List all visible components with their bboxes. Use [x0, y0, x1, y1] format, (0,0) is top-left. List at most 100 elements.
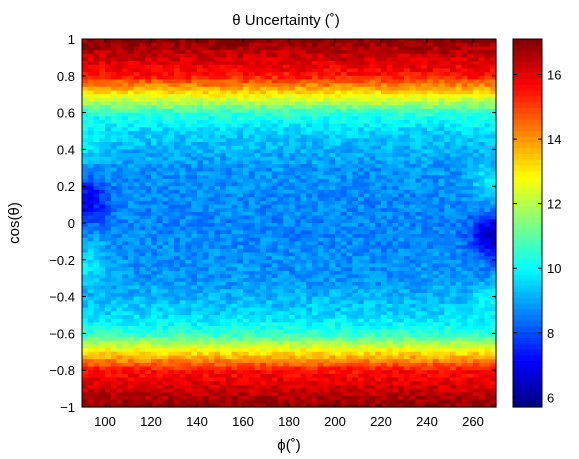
heatmap-cell [363, 127, 371, 132]
heatmap-cell [162, 164, 169, 169]
heatmap-cell [168, 241, 175, 246]
heatmap-cell [438, 178, 445, 184]
heatmap-cell [128, 241, 135, 246]
heatmap-cell [179, 160, 187, 165]
heatmap-cell [289, 164, 296, 169]
heatmap-cell [174, 197, 181, 202]
heatmap-cell [105, 160, 112, 165]
heatmap-cell [404, 252, 411, 257]
heatmap-cell [329, 245, 336, 250]
heatmap-cell [139, 189, 146, 195]
heatmap-cell [312, 182, 319, 187]
heatmap-cell [329, 53, 336, 58]
heatmap-cell [266, 145, 273, 150]
heatmap-cell [225, 164, 233, 169]
heatmap-cell [358, 285, 365, 290]
heatmap-cell [467, 61, 474, 66]
heatmap-cell [346, 42, 353, 47]
heatmap-cell [277, 64, 284, 70]
heatmap-cell [231, 75, 238, 81]
heatmap-cell [260, 94, 267, 99]
heatmap-cell [398, 263, 405, 268]
heatmap-cell [289, 86, 296, 92]
heatmap-cell [312, 83, 319, 88]
heatmap-cell [231, 241, 238, 246]
heatmap-cell [277, 223, 284, 228]
heatmap-cell [202, 138, 210, 143]
heatmap-cell [306, 189, 313, 195]
heatmap-cell [185, 42, 192, 47]
heatmap-cell [139, 263, 146, 268]
heatmap-cell [294, 186, 302, 191]
heatmap-cell [404, 197, 411, 202]
heatmap-cell [162, 112, 169, 117]
heatmap-cell [421, 226, 428, 231]
heatmap-cell [179, 79, 187, 84]
heatmap-cell [490, 186, 497, 191]
heatmap-cell [174, 131, 181, 136]
heatmap-cell [346, 101, 353, 106]
heatmap-cell [128, 186, 135, 191]
heatmap-cell [271, 50, 279, 55]
heatmap-cell [358, 101, 365, 106]
heatmap-cell [162, 83, 169, 88]
heatmap-cell [444, 138, 451, 143]
heatmap-cell [248, 189, 256, 195]
heatmap-cell [450, 270, 457, 276]
heatmap-cell [254, 94, 261, 99]
heatmap-cell [277, 53, 284, 58]
heatmap-cell [484, 215, 491, 220]
heatmap-cell [191, 108, 198, 114]
heatmap-cell [409, 138, 417, 143]
heatmap-cell [467, 101, 474, 106]
heatmap-cell [461, 42, 468, 47]
heatmap-cell [329, 64, 336, 70]
heatmap-cell [312, 149, 319, 154]
heatmap-cell [386, 64, 394, 70]
heatmap-cell [283, 39, 290, 44]
heatmap-cell [214, 197, 221, 202]
heatmap-cell [381, 267, 388, 272]
heatmap-cell [294, 53, 302, 58]
heatmap-cell [312, 75, 319, 81]
heatmap-cell [306, 193, 313, 198]
heatmap-cell [110, 219, 118, 224]
heatmap-cell [82, 234, 89, 239]
heatmap-cell [398, 200, 405, 206]
heatmap-cell [300, 259, 307, 265]
heatmap-cell [168, 116, 175, 121]
heatmap-cell [225, 259, 233, 265]
heatmap-cell [409, 53, 417, 58]
heatmap-cell [151, 156, 158, 162]
heatmap-cell [375, 101, 382, 106]
heatmap-cell [358, 281, 365, 287]
heatmap-cell [197, 256, 204, 261]
heatmap-cell [340, 175, 348, 180]
heatmap-cell [82, 149, 89, 154]
heatmap-cell [363, 153, 371, 158]
heatmap-cell [346, 186, 353, 191]
heatmap-cell [260, 46, 267, 51]
heatmap-cell [329, 116, 336, 121]
heatmap-cell [421, 193, 428, 198]
heatmap-cell [277, 42, 284, 47]
heatmap-cell [128, 142, 135, 147]
heatmap-cell [191, 186, 198, 191]
heatmap-cell [386, 248, 394, 254]
heatmap-cell [93, 219, 100, 224]
heatmap-cell [415, 79, 422, 84]
heatmap-cell [455, 101, 463, 106]
heatmap-cell [323, 156, 330, 162]
heatmap-cell [404, 164, 411, 169]
heatmap-cell [294, 171, 302, 176]
heatmap-cell [473, 108, 480, 114]
heatmap-cell [87, 68, 95, 73]
heatmap-cell [283, 123, 290, 128]
heatmap-cell [404, 230, 411, 235]
heatmap-cell [266, 138, 273, 143]
heatmap-cell [208, 164, 215, 169]
heatmap-cell [248, 101, 256, 106]
heatmap-cell [208, 278, 215, 283]
heatmap-cell [352, 138, 359, 143]
heatmap-cell [254, 156, 261, 162]
